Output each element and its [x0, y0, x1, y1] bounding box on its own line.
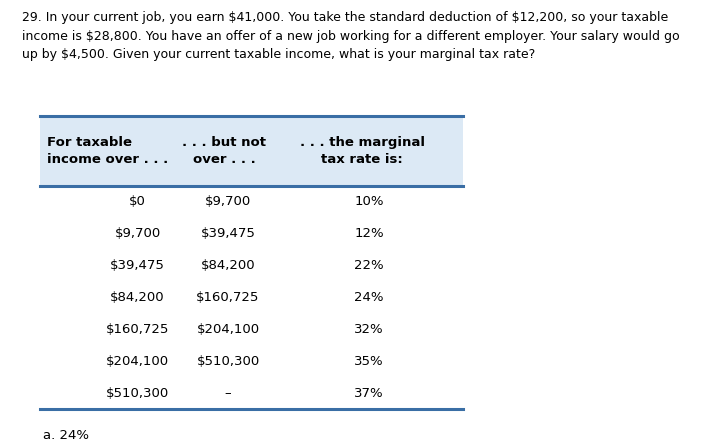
Text: 35%: 35%	[355, 354, 384, 367]
Text: \$510,300: \$510,300	[106, 387, 169, 400]
Text: 10%: 10%	[355, 195, 384, 208]
Text: 29. In your current job, you earn \$41,000. You take the standard deduction of \: 29. In your current job, you earn \$41,0…	[22, 11, 679, 61]
Text: \$39,475: \$39,475	[110, 259, 165, 272]
Text: 37%: 37%	[355, 387, 384, 400]
Text: 32%: 32%	[355, 323, 384, 336]
Text: . . . but not
over . . .: . . . but not over . . .	[182, 136, 266, 166]
Text: \$204,100: \$204,100	[106, 354, 169, 367]
FancyBboxPatch shape	[40, 116, 463, 186]
Text: \$160,725: \$160,725	[196, 291, 260, 304]
Text: \$84,200: \$84,200	[201, 259, 256, 272]
Text: 12%: 12%	[355, 227, 384, 240]
Text: \$510,300: \$510,300	[196, 354, 260, 367]
Text: \$9,700: \$9,700	[205, 195, 251, 208]
Text: \$0: \$0	[129, 195, 146, 208]
Text: a. 24%: a. 24%	[43, 429, 90, 442]
Text: \$84,200: \$84,200	[110, 291, 165, 304]
Text: . . . the marginal
tax rate is:: . . . the marginal tax rate is:	[300, 136, 424, 166]
Text: \$160,725: \$160,725	[106, 323, 169, 336]
Text: 22%: 22%	[355, 259, 384, 272]
Text: \$39,475: \$39,475	[201, 227, 256, 240]
Text: 24%: 24%	[355, 291, 384, 304]
Text: \$9,700: \$9,700	[114, 227, 161, 240]
Text: –: –	[224, 387, 232, 400]
Text: For taxable
income over . . .: For taxable income over . . .	[47, 136, 168, 166]
Text: \$204,100: \$204,100	[196, 323, 260, 336]
